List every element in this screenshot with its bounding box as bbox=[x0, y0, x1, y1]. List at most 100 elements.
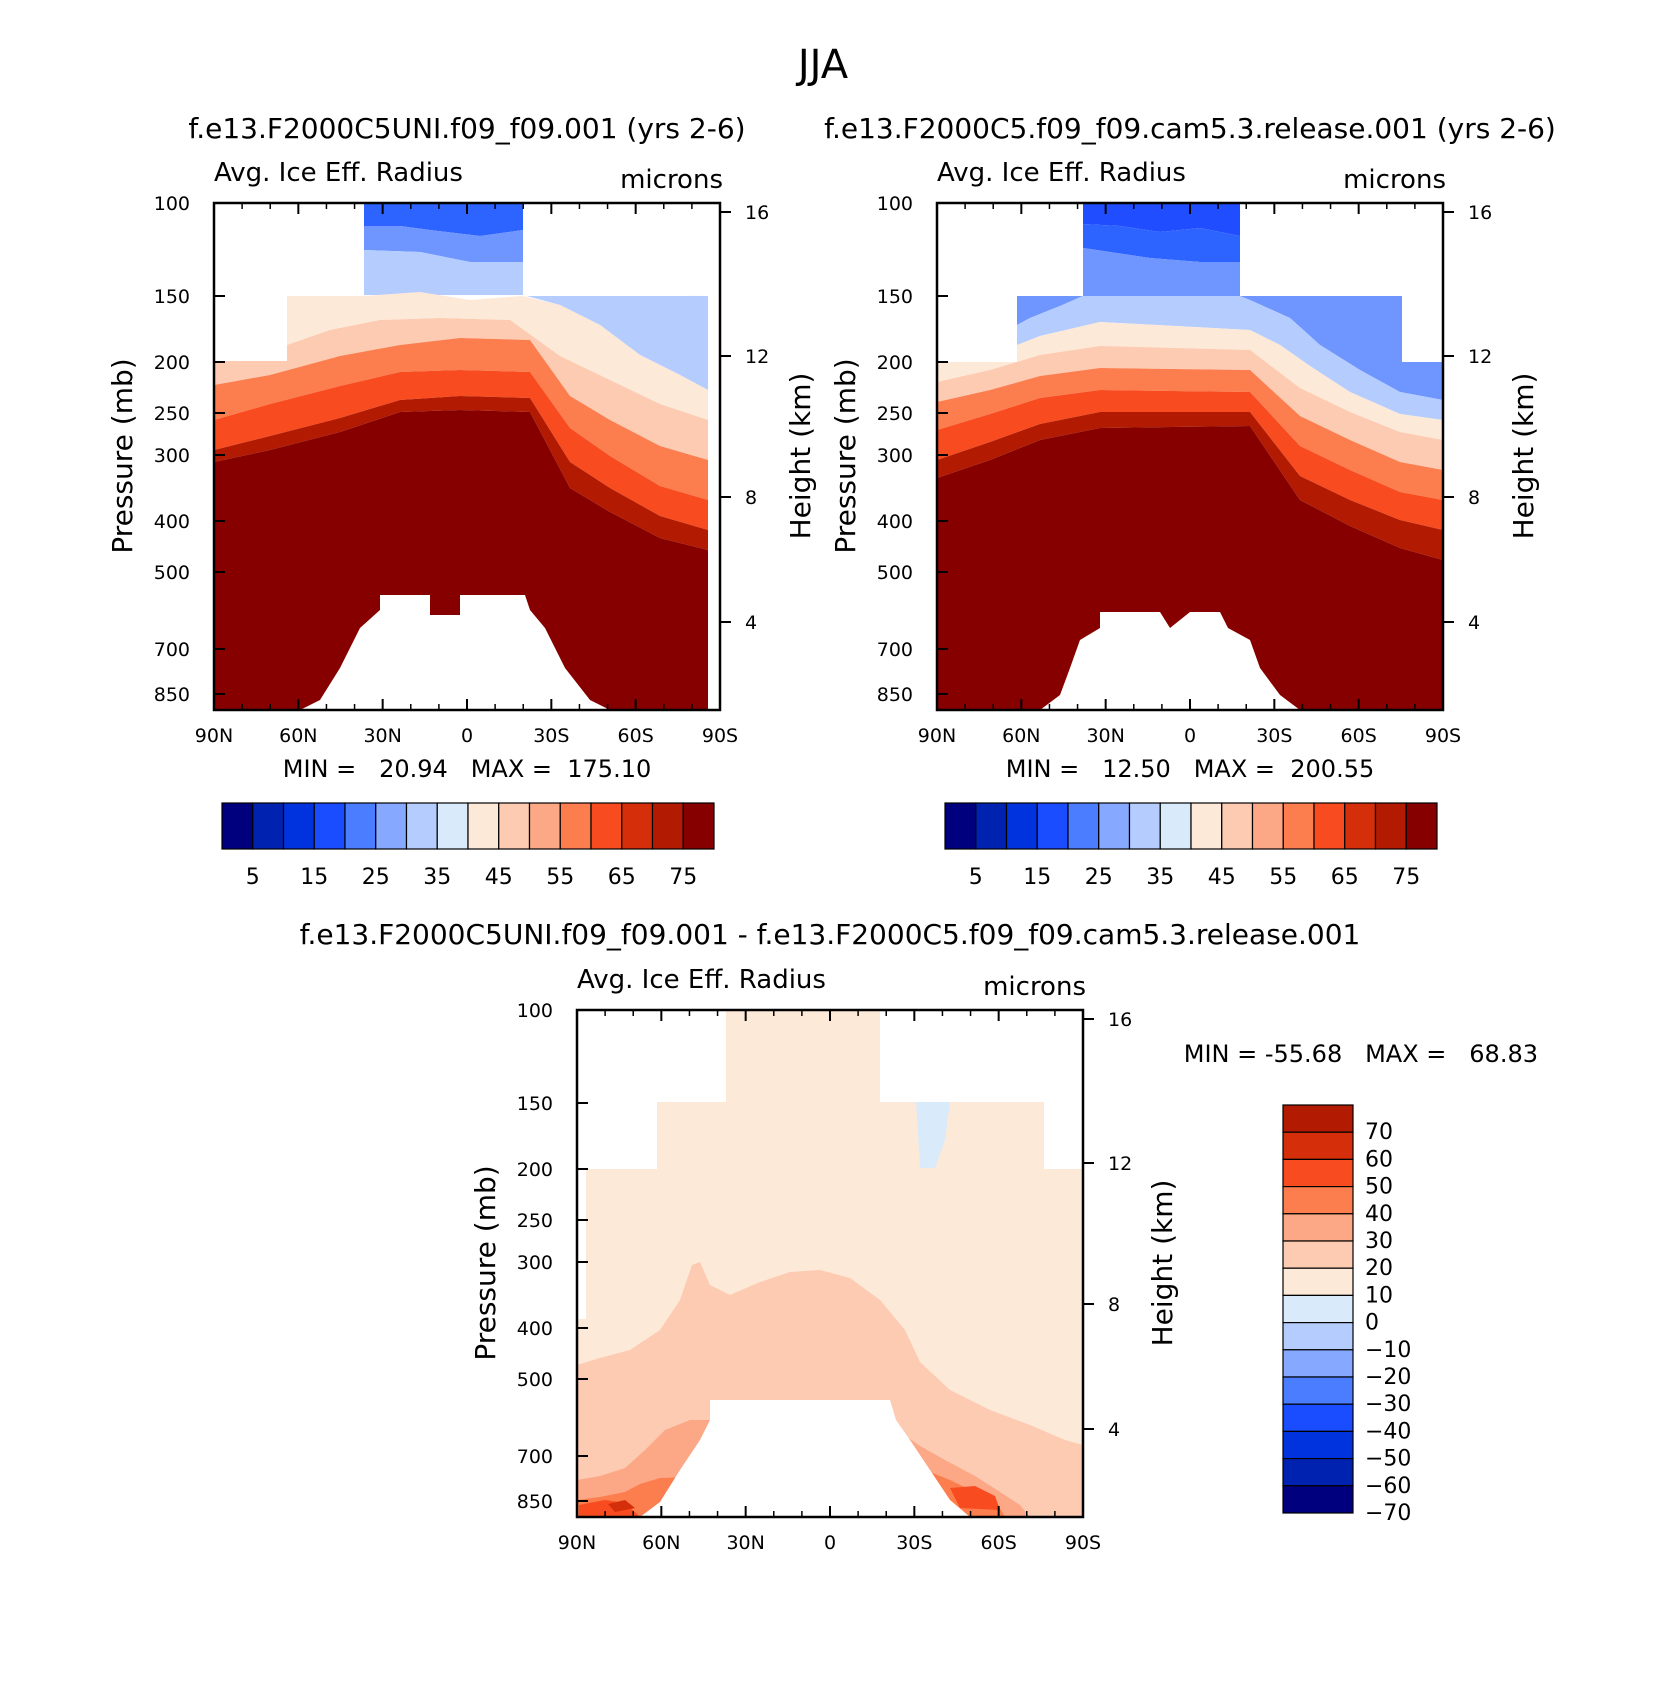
panel-a-colorbar-swatch bbox=[498, 802, 531, 850]
panel-a-y-tick-label: 700 bbox=[154, 639, 190, 661]
panel-a-missing-edge bbox=[708, 640, 720, 710]
panel-b-band-blue-side-right bbox=[1240, 296, 1443, 400]
panel-c-colorbar-swatch bbox=[1282, 1457, 1354, 1487]
panel-b-y-tick-label: 150 bbox=[877, 286, 913, 308]
panel-c-missing-strat-left bbox=[577, 1102, 657, 1169]
panel-a-height-tick-label: 16 bbox=[745, 202, 769, 224]
panel-b-field bbox=[937, 203, 1443, 710]
panel-a-colorbar-swatch bbox=[405, 802, 438, 850]
panel-c-y-tick-label: 850 bbox=[517, 1491, 553, 1513]
panel-b-x-tick-label: 90S bbox=[1425, 725, 1461, 747]
panel-c-band-red-south bbox=[950, 1486, 1000, 1510]
panel-a-colorbar-label: 75 bbox=[669, 865, 697, 890]
panel-a-minmax: MIN = 20.94 MAX = 175.10 bbox=[283, 755, 652, 783]
panel-c-missing-top-left bbox=[577, 1010, 726, 1102]
panel-b-variable: Avg. Ice Eff. Radius bbox=[937, 158, 1186, 188]
panel-a-band-max bbox=[214, 410, 708, 710]
panel-c-colorbar-label: −70 bbox=[1365, 1501, 1411, 1526]
panel-a: f.e13.F2000C5UNI.f09_f09.001 (yrs 2-6) A… bbox=[106, 112, 817, 890]
panel-c-height-tick-label: 12 bbox=[1108, 1153, 1132, 1175]
panel-a-colorbar-swatch bbox=[682, 802, 715, 850]
panel-b: f.e13.F2000C5.f09_f09.cam5.3.release.001… bbox=[824, 112, 1556, 890]
panel-a-colorbar-swatch bbox=[221, 802, 254, 850]
panel-b-missing-top-left bbox=[937, 203, 1083, 296]
panel-c-title: f.e13.F2000C5UNI.f09_f09.001 - f.e13.F20… bbox=[300, 918, 1361, 951]
panel-c-colorbar-label: 70 bbox=[1365, 1120, 1393, 1145]
panel-c-variable: Avg. Ice Eff. Radius bbox=[577, 965, 826, 995]
panel-a-x-tick-label: 60N bbox=[279, 725, 317, 747]
panel-b-minmax: MIN = 12.50 MAX = 200.55 bbox=[1006, 755, 1375, 783]
panel-c-colorbar-swatch bbox=[1282, 1485, 1354, 1514]
panel-c-colorbar-label: 30 bbox=[1365, 1229, 1393, 1254]
panel-b-colorbar-label: 15 bbox=[1023, 865, 1051, 890]
panel-a-y-tick-label: 400 bbox=[154, 511, 190, 533]
panel-a-colorbar-label: 35 bbox=[423, 865, 451, 890]
panel-a-colorbar-swatch bbox=[252, 802, 285, 850]
panel-a-x-tick-label: 90N bbox=[195, 725, 233, 747]
panel-a-colorbar-swatch bbox=[375, 802, 408, 850]
panel-c-colorbar-label: 20 bbox=[1365, 1256, 1393, 1281]
panel-b-colorbar-swatch bbox=[1067, 802, 1100, 850]
panel-b-colorbar-label: 65 bbox=[1331, 865, 1359, 890]
panel-a-y-tick-label: 200 bbox=[154, 352, 190, 374]
panel-c-colorbar-label: 50 bbox=[1365, 1175, 1393, 1200]
panel-b-band-max bbox=[937, 426, 1443, 710]
panel-b-height-tick-label: 12 bbox=[1468, 346, 1492, 368]
panel-c-x-tick-label: 90S bbox=[1065, 1532, 1101, 1554]
panel-c-band-negative bbox=[916, 1102, 950, 1168]
panel-b-band-orange bbox=[937, 390, 1443, 530]
panel-c-colorbar-swatch bbox=[1282, 1131, 1354, 1160]
panel-c-axes: 90N 60N 30N 0 30S 60S 90S 100 150 200 250 300 400 500… bbox=[517, 1000, 1132, 1554]
panel-b-colorbar-label: 45 bbox=[1208, 865, 1236, 890]
panel-a-ylabel-right: Height (km) bbox=[784, 373, 817, 540]
panel-a-x-tick-label: 30N bbox=[363, 725, 401, 747]
panel-a-colorbar-label: 45 bbox=[485, 865, 513, 890]
panel-c-colorbar-swatch bbox=[1282, 1294, 1354, 1324]
panel-c-y-tick-label: 100 bbox=[517, 1000, 553, 1022]
panel-c-missing-strat-edge bbox=[577, 1169, 586, 1319]
panel-b-colorbar-swatch bbox=[1098, 802, 1131, 850]
panel-c-missing-strat-right bbox=[1044, 1102, 1083, 1169]
panel-a-colorbar-swatch bbox=[436, 802, 469, 850]
panel-b-colorbar-swatch bbox=[1374, 802, 1407, 850]
panel-a-x-tick-label: 90S bbox=[702, 725, 738, 747]
panel-c-y-tick-label: 250 bbox=[517, 1210, 553, 1232]
panel-c-y-tick-label: 150 bbox=[517, 1093, 553, 1115]
panel-c-missing-top-right bbox=[880, 1010, 1083, 1102]
panel-c-colorbar-swatch bbox=[1282, 1158, 1354, 1188]
panel-b-y-tick-label: 250 bbox=[877, 403, 913, 425]
panel-b-colorbar-swatch bbox=[1282, 802, 1315, 850]
panel-c-colorbar-swatch bbox=[1282, 1376, 1354, 1405]
panel-a-colorbar: 5 15 25 35 45 55 65 75 bbox=[221, 802, 715, 890]
panel-b-x-tick-label: 30N bbox=[1086, 725, 1124, 747]
panel-b-title: f.e13.F2000C5.f09_f09.cam5.3.release.001… bbox=[824, 112, 1556, 145]
panel-c-colorbar-label: −40 bbox=[1365, 1419, 1411, 1444]
panel-b-units: microns bbox=[1343, 165, 1446, 195]
panel-b-band-peach bbox=[937, 346, 1443, 470]
panel-c-x-tick-label: 60N bbox=[642, 1532, 680, 1554]
panel-a-colorbar-swatch bbox=[467, 802, 500, 850]
panel-b-colorbar-swatch bbox=[944, 802, 977, 850]
panel-b-colorbar-swatch bbox=[1251, 802, 1284, 850]
panel-a-height-tick-label: 8 bbox=[745, 487, 757, 509]
panel-b-y-tick-label: 700 bbox=[877, 639, 913, 661]
panel-b-x-tick-label: 60S bbox=[1341, 725, 1377, 747]
panel-b-colorbar-swatch bbox=[1128, 802, 1161, 850]
panel-b-colorbar-label: 55 bbox=[1269, 865, 1297, 890]
panel-c-height-tick-label: 16 bbox=[1108, 1009, 1132, 1031]
panel-a-x-tick-label: 30S bbox=[533, 725, 569, 747]
panel-c-colorbar-label: −20 bbox=[1365, 1365, 1411, 1390]
panel-b-colorbar-swatch bbox=[1313, 802, 1346, 850]
panel-b-colorbar-label: 25 bbox=[1085, 865, 1113, 890]
panel-a-colorbar-swatch bbox=[559, 802, 592, 850]
panel-c-colorbar-label: 10 bbox=[1365, 1283, 1393, 1308]
panel-c-units: microns bbox=[983, 972, 1086, 1002]
panel-b-band-salmon bbox=[937, 368, 1443, 500]
panel-a-variable: Avg. Ice Eff. Radius bbox=[214, 158, 463, 188]
panel-a-band-orange bbox=[214, 370, 708, 530]
panel-c-colorbar-label: −60 bbox=[1365, 1474, 1411, 1499]
panel-b-y-tick-label: 400 bbox=[877, 511, 913, 533]
panel-c-band-darkest bbox=[608, 1500, 635, 1512]
